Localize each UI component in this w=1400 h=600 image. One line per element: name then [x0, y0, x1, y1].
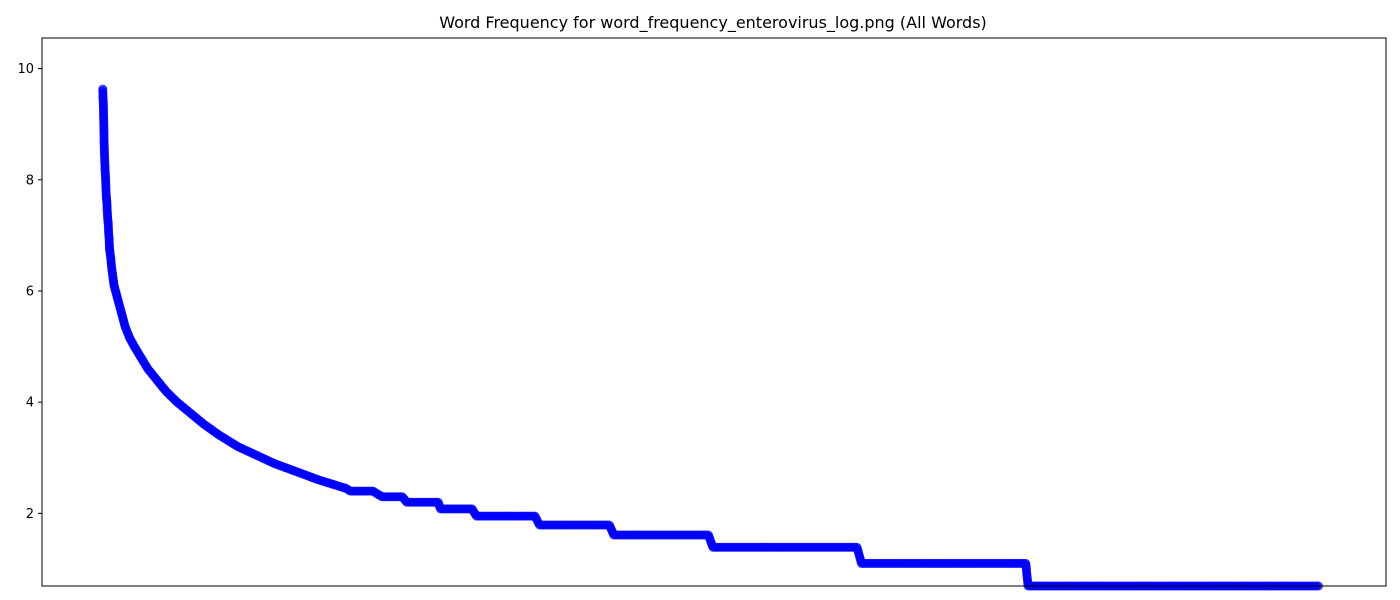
- y-tick-label: 4: [26, 396, 34, 411]
- series-line: [101, 89, 1319, 587]
- y-tick-label: 8: [26, 173, 34, 188]
- plot-area: [98, 84, 1323, 591]
- y-tick-label: 2: [26, 507, 34, 522]
- y-axis: 2 4 6 8 10: [17, 62, 42, 522]
- y-tick-label: 6: [26, 284, 34, 299]
- chart-title: Word Frequency for word_frequency_entero…: [439, 13, 987, 33]
- series-markers: [98, 84, 1323, 591]
- y-tick-label: 10: [17, 62, 34, 77]
- axes-frame: [41, 37, 1387, 587]
